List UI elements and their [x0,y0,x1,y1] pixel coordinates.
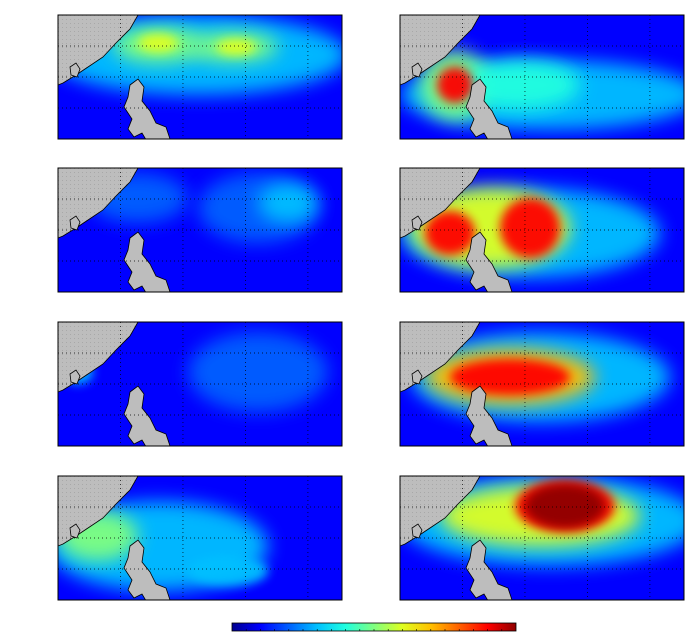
map-panel [399,14,685,140]
map-panel [399,167,685,293]
map-panel [57,475,343,601]
panel-frame [57,14,343,140]
land [69,523,81,539]
land [411,369,423,385]
panel-frame [399,14,685,140]
intensity-blob [258,183,318,223]
land [465,78,513,139]
intensity-blob [450,359,570,395]
panel-frame [57,475,343,601]
map-panel [399,475,685,601]
panel-content [58,168,342,292]
map-panel [57,321,343,447]
land [69,62,81,78]
panel-frame [399,475,685,601]
intensity-blob [138,34,178,52]
land [465,385,513,446]
map-panel [399,321,685,447]
land [69,215,81,231]
panel-frame [399,167,685,293]
panel-content [400,15,684,139]
land [123,231,171,292]
intensity-blob [188,556,268,586]
panel-content [400,322,684,446]
land [123,78,171,139]
intensity-blob [460,60,580,110]
panel-frame [57,167,343,293]
land [465,231,513,292]
land [123,539,171,600]
panel-content [58,322,342,446]
land [411,215,423,231]
panel-content [58,15,342,139]
map-panel [57,167,343,293]
land [123,385,171,446]
panel-frame [57,321,343,447]
intensity-blob [188,332,328,412]
intensity-blob [525,484,605,528]
land [69,369,81,385]
land [465,539,513,600]
intensity-blob [500,198,560,258]
panel-content [58,476,342,600]
panel-frame [399,321,685,447]
intensity-blob [216,39,256,55]
intensity-blob [437,67,473,103]
panel-content [400,476,684,600]
land [411,62,423,78]
map-panel [57,14,343,140]
panel-content [400,168,684,292]
colorbar [231,622,517,632]
land [411,523,423,539]
